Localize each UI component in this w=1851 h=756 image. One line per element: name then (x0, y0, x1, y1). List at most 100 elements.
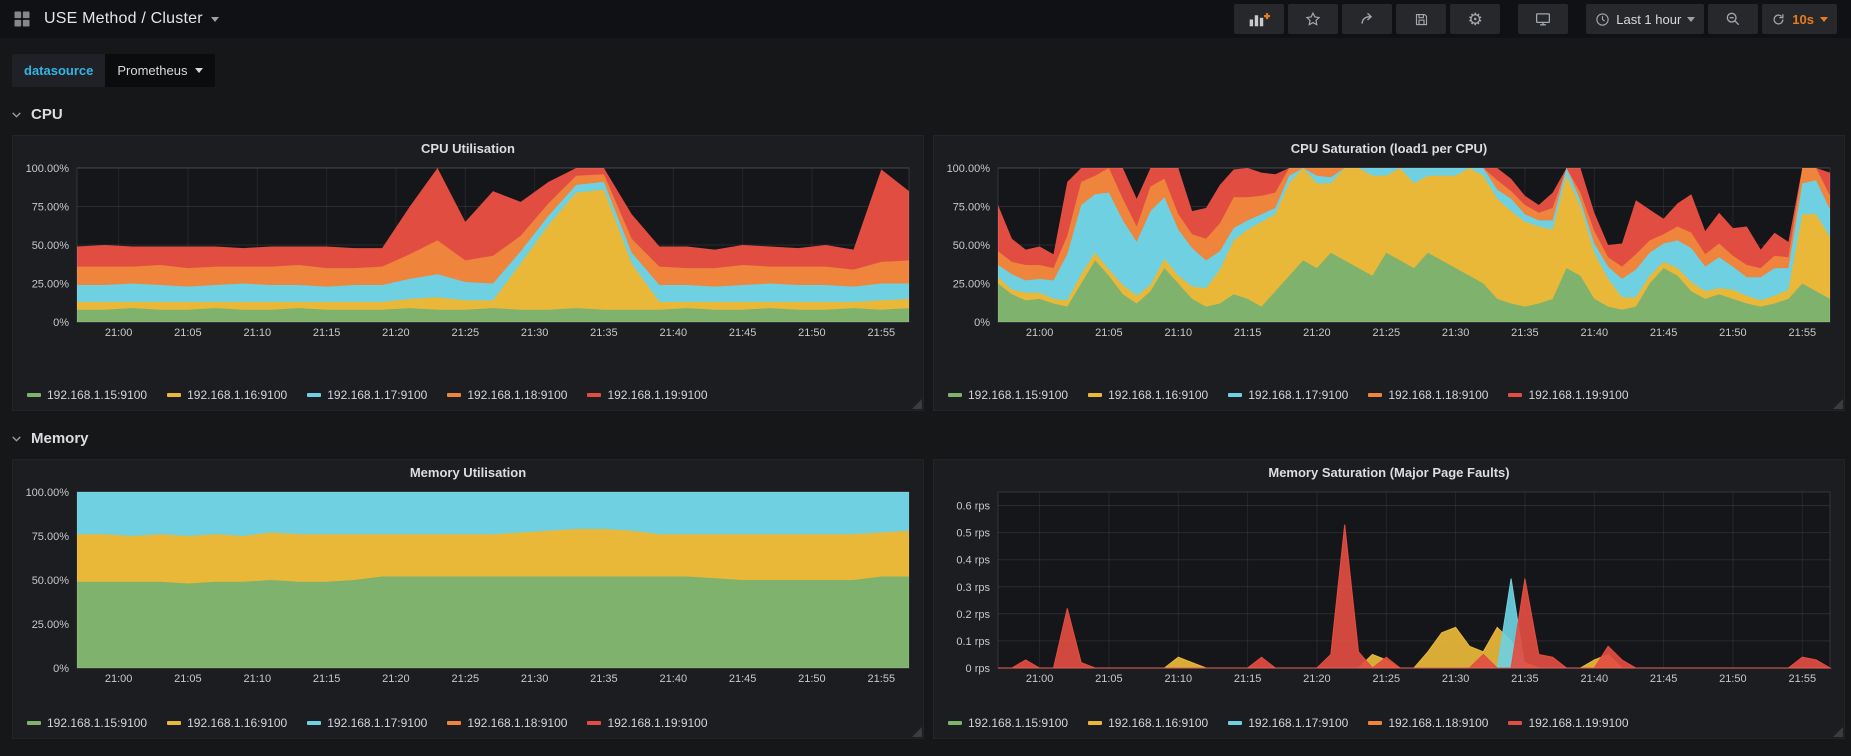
cycle-view-mode-button[interactable] (1518, 4, 1569, 34)
panel-memory-utilisation: Memory Utilisation 21:00 21:05 21:10 21:15 2… (12, 459, 924, 739)
svg-text:21:35: 21:35 (1511, 673, 1539, 685)
series-color-swatch (447, 393, 462, 397)
refresh-picker[interactable]: 10s (1762, 4, 1837, 34)
legend-item[interactable]: 192.168.1.15:9100 (948, 388, 1068, 402)
chart-plot-area[interactable]: 21:00 21:05 21:10 21:15 21:20 21:25 21:30 21:35… (934, 486, 1844, 686)
zoom-out-time-button[interactable] (1708, 4, 1759, 34)
navbar-right: ⚙ Last 1 hour (1230, 4, 1837, 34)
series-name: 192.168.1.16:9100 (187, 388, 288, 402)
star-dashboard-button[interactable] (1288, 4, 1339, 34)
panel-resize-handle[interactable] (1833, 399, 1843, 409)
legend-item[interactable]: 192.168.1.19:9100 (587, 388, 708, 402)
panel-resize-handle[interactable] (1833, 727, 1843, 737)
svg-text:21:15: 21:15 (313, 673, 341, 685)
section-header-cpu[interactable]: CPU (10, 103, 1851, 125)
legend-item[interactable]: 192.168.1.15:9100 (27, 716, 147, 730)
chart-legend: 192.168.1.15:9100 192.168.1.16:9100 192.16… (13, 716, 923, 738)
monitor-icon (1534, 11, 1552, 28)
legend-item[interactable]: 192.168.1.17:9100 (307, 716, 427, 730)
svg-text:21:10: 21:10 (244, 673, 272, 685)
series-color-swatch (948, 393, 962, 397)
chart-plot-area[interactable]: 21:00 21:05 21:10 21:15 21:20 21:25 21:30 21:35… (934, 162, 1844, 340)
legend-item[interactable]: 192.168.1.18:9100 (1368, 388, 1488, 402)
chart-legend: 192.168.1.15:9100 192.168.1.16:9100 192.16… (934, 388, 1844, 410)
series-name: 192.168.1.18:9100 (467, 716, 568, 730)
dashboard-row-cpu: CPU Utilisation 21:00 21:05 21:10 21:15 21:2… (12, 135, 1845, 411)
grafana-menu-icon[interactable] (12, 9, 32, 29)
svg-text:75.00%: 75.00% (32, 531, 70, 543)
section-header-memory[interactable]: Memory (10, 427, 1851, 449)
legend-item[interactable]: 192.168.1.17:9100 (1228, 716, 1348, 730)
svg-text:21:25: 21:25 (1373, 673, 1401, 685)
panel-cpu-utilisation: CPU Utilisation 21:00 21:05 21:10 21:15 21:2… (12, 135, 924, 411)
dashboard-settings-button[interactable]: ⚙ (1450, 4, 1501, 34)
series-color-swatch (1508, 721, 1523, 725)
panel-title[interactable]: CPU Saturation (load1 per CPU) (1290, 141, 1488, 156)
svg-text:21:25: 21:25 (452, 327, 480, 339)
dashboard-title-dropdown[interactable]: USE Method / Cluster (44, 10, 219, 28)
add-panel-button[interactable] (1234, 4, 1285, 34)
series-color-swatch (1088, 393, 1103, 397)
svg-text:25.00%: 25.00% (32, 279, 70, 291)
variable-value-dropdown[interactable]: Prometheus (105, 54, 216, 87)
panel-spacer (934, 340, 1844, 388)
legend-item[interactable]: 192.168.1.16:9100 (167, 716, 287, 730)
svg-text:25.00%: 25.00% (32, 619, 70, 631)
panel-title[interactable]: Memory Saturation (Major Page Faults) (1268, 465, 1510, 480)
panel-title[interactable]: CPU Utilisation (421, 141, 515, 156)
svg-text:21:25: 21:25 (452, 673, 480, 685)
legend-item[interactable]: 192.168.1.18:9100 (447, 716, 567, 730)
svg-text:21:00: 21:00 (105, 673, 133, 685)
series-name: 192.168.1.18:9100 (1388, 388, 1489, 402)
svg-text:50.00%: 50.00% (953, 240, 991, 252)
panel-title[interactable]: Memory Utilisation (409, 465, 527, 480)
share-dashboard-button[interactable] (1342, 4, 1393, 34)
chart-plot-area[interactable]: 21:00 21:05 21:10 21:15 21:20 21:25 21:30 21:35… (13, 162, 923, 340)
series-name: 192.168.1.19:9100 (1528, 716, 1629, 730)
svg-text:21:35: 21:35 (1511, 327, 1539, 339)
legend-item[interactable]: 192.168.1.18:9100 (447, 388, 567, 402)
save-dashboard-button[interactable] (1396, 4, 1447, 34)
legend-item[interactable]: 192.168.1.16:9100 (1088, 388, 1208, 402)
panel-resize-handle[interactable] (912, 399, 922, 409)
legend-item[interactable]: 192.168.1.19:9100 (1508, 716, 1629, 730)
section-label: Memory (31, 429, 89, 447)
svg-text:75.00%: 75.00% (953, 202, 991, 214)
series-color-swatch (948, 721, 962, 725)
svg-text:21:05: 21:05 (1095, 327, 1123, 339)
series-name: 192.168.1.17:9100 (1248, 388, 1349, 402)
panel-cpu-saturation: CPU Saturation (load1 per CPU) 21:00 21:0… (933, 135, 1845, 411)
series-name: 192.168.1.19:9100 (607, 388, 708, 402)
share-icon (1359, 11, 1376, 27)
svg-text:21:20: 21:20 (382, 327, 410, 339)
legend-item[interactable]: 192.168.1.15:9100 (948, 716, 1068, 730)
panel-resize-handle[interactable] (912, 727, 922, 737)
series-color-swatch (307, 393, 322, 397)
legend-item[interactable]: 192.168.1.18:9100 (1368, 716, 1488, 730)
svg-text:75.00%: 75.00% (32, 202, 70, 214)
svg-text:21:30: 21:30 (521, 327, 549, 339)
series-name: 192.168.1.19:9100 (607, 716, 708, 730)
legend-item[interactable]: 192.168.1.16:9100 (167, 388, 287, 402)
svg-text:100.00%: 100.00% (947, 163, 991, 175)
series-name: 192.168.1.18:9100 (467, 388, 568, 402)
legend-item[interactable]: 192.168.1.19:9100 (1508, 388, 1629, 402)
series-color-swatch (1368, 393, 1383, 397)
svg-text:21:00: 21:00 (1026, 327, 1054, 339)
svg-text:21:45: 21:45 (1650, 327, 1678, 339)
svg-text:21:40: 21:40 (1581, 673, 1609, 685)
legend-item[interactable]: 192.168.1.16:9100 (1088, 716, 1208, 730)
star-icon (1305, 11, 1321, 27)
chart-plot-area[interactable]: 21:00 21:05 21:10 21:15 21:20 21:25 21:30 21:35… (13, 486, 923, 686)
legend-item[interactable]: 192.168.1.17:9100 (1228, 388, 1348, 402)
chart-svg: 21:00 21:05 21:10 21:15 21:20 21:25 21:30 21:35… (956, 491, 1832, 685)
svg-text:21:20: 21:20 (1303, 327, 1331, 339)
legend-item[interactable]: 192.168.1.17:9100 (307, 388, 427, 402)
legend-item[interactable]: 192.168.1.15:9100 (27, 388, 147, 402)
legend-item[interactable]: 192.168.1.19:9100 (587, 716, 708, 730)
svg-text:21:35: 21:35 (590, 327, 618, 339)
time-range-picker[interactable]: Last 1 hour (1586, 4, 1705, 34)
svg-text:21:55: 21:55 (868, 673, 896, 685)
chevron-down-icon (195, 68, 204, 73)
svg-text:21:10: 21:10 (1165, 673, 1193, 685)
